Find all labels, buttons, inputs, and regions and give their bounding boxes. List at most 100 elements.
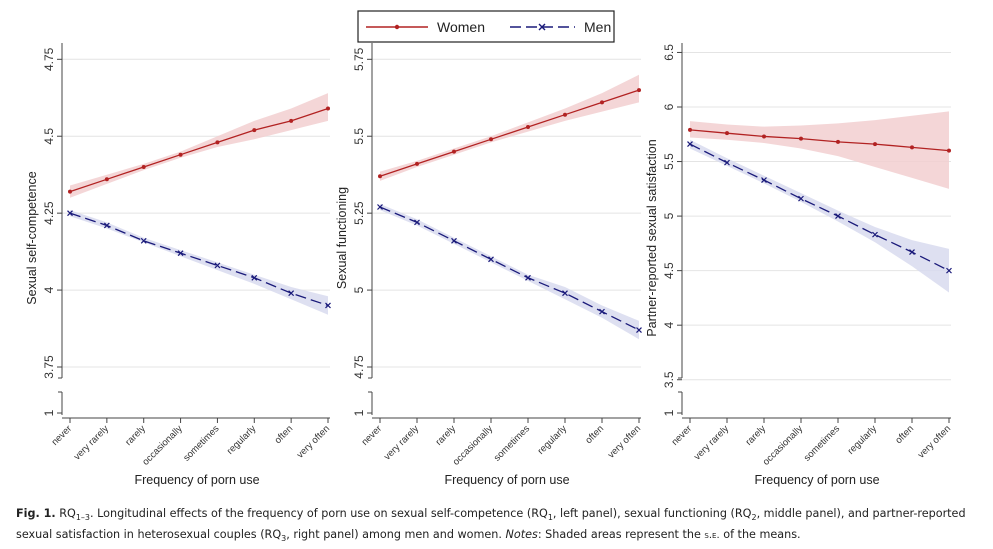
x-tick-label-7: very often	[606, 423, 643, 460]
x-tick-label-3: occasionally	[140, 423, 185, 468]
point-men-3	[798, 195, 804, 202]
point-women-4	[526, 125, 530, 129]
point-mark-b	[599, 308, 605, 315]
y-tick-label-6: 6	[662, 103, 676, 110]
point-men-7	[636, 327, 642, 334]
caption-se: s.e.	[704, 530, 720, 542]
se-band-women	[70, 93, 328, 198]
point-mark-b	[451, 237, 457, 244]
point-mark-b	[724, 159, 730, 166]
legend-men-marker	[538, 23, 546, 31]
series-line-men	[69, 212, 329, 307]
point-mark-b	[325, 302, 331, 309]
caption-end-text: of the means.	[723, 528, 801, 542]
caption-rq-prefix: RQ	[59, 507, 76, 520]
legend-men-label: Men	[584, 19, 611, 35]
point-women-1	[104, 177, 109, 182]
point-mark-b	[414, 219, 420, 226]
series-line-women	[379, 89, 640, 177]
x-tick-label-0: never	[670, 423, 695, 448]
legend-women-marker	[394, 24, 400, 30]
x-tick-label-5: regularly	[225, 423, 259, 457]
y-tick-label-5: 5.5	[662, 153, 676, 170]
point-men-4	[525, 274, 531, 281]
x-tick-label-4: sometimes	[181, 423, 221, 463]
x-tick-label-2: rarely	[744, 423, 769, 448]
se-band-men	[70, 210, 328, 315]
point-women-1	[415, 161, 419, 166]
x-tick-label-2: rarely	[434, 423, 459, 448]
point-women-4	[215, 140, 220, 145]
y-tick-label-3: 4.5	[662, 262, 676, 279]
point-men-5	[872, 231, 878, 238]
point-women-1	[725, 131, 729, 136]
y-tick-label-4: 5	[662, 212, 676, 219]
point-women-6	[910, 145, 914, 150]
x-axis-title: Frequency of porn use	[444, 473, 569, 487]
se-band-men	[690, 139, 949, 293]
figure-caption: Fig. 1. RQ1–3. Longitudinal effects of t…	[16, 505, 976, 547]
caption-part1: . Longitudinal effects of the frequency …	[90, 507, 548, 520]
x-tick-label-6: often	[893, 423, 916, 446]
y-tick-label-5: 4.75	[42, 47, 56, 71]
series-line-men	[689, 143, 950, 272]
point-men-4	[835, 213, 841, 220]
point-men-5	[251, 274, 258, 281]
point-mark-b	[103, 222, 110, 229]
point-women-7	[326, 106, 330, 111]
point-women-6	[289, 118, 294, 123]
x-tick-label-1: very rarely	[692, 423, 731, 462]
series-line-women	[69, 107, 329, 193]
caption-notes-text: : Shaded areas represent the	[537, 528, 701, 542]
caption-part4: , right panel) among men and women.	[286, 528, 502, 542]
point-women-7	[637, 88, 641, 93]
point-mark-b	[562, 290, 568, 297]
caption-fig-label: Fig. 1.	[16, 507, 56, 520]
point-mark-b	[872, 231, 878, 238]
point-men-1	[414, 219, 420, 226]
point-mark-b	[798, 195, 804, 202]
point-men-7	[946, 267, 952, 274]
se-band-women	[380, 74, 639, 181]
caption-sub3: 3	[281, 534, 287, 544]
x-tick-label-0: never	[360, 423, 385, 448]
y-tick-label-0: 1	[42, 409, 56, 416]
point-men-7	[325, 302, 331, 309]
point-women-3	[489, 137, 493, 142]
x-tick-label-3: occasionally	[451, 423, 496, 468]
point-men-1	[103, 222, 110, 229]
point-men-6	[288, 290, 295, 297]
x-tick-label-4: sometimes	[802, 423, 842, 463]
point-men-3	[177, 250, 184, 257]
legend: Women Men	[357, 10, 615, 43]
y-tick-label-1: 3.5	[662, 371, 676, 388]
point-men-5	[562, 290, 568, 297]
point-women-3	[178, 152, 183, 157]
caption-sub2: 2	[751, 513, 757, 523]
point-mark-b	[140, 237, 147, 244]
point-mark-b	[761, 177, 767, 184]
x-tick-label-7: very often	[916, 423, 953, 460]
point-women-0	[688, 127, 692, 132]
point-mark-b	[687, 141, 693, 148]
y-tick-label-4: 4.5	[42, 128, 56, 145]
point-mark-b	[177, 250, 184, 257]
caption-part3: , middle panel), and partner-reported se…	[16, 507, 966, 542]
x-axis-title: Frequency of porn use	[754, 473, 879, 487]
point-women-2	[141, 165, 146, 169]
point-women-5	[873, 142, 877, 147]
y-tick-label-2: 4	[662, 322, 676, 329]
point-women-5	[563, 112, 567, 117]
x-tick-label-6: often	[583, 423, 606, 446]
y-tick-label-2: 5	[352, 286, 366, 293]
point-women-7	[947, 148, 951, 153]
y-axis-title: Sexual functioning	[335, 187, 349, 289]
point-mark-b	[525, 274, 531, 281]
se-band-men	[380, 203, 639, 340]
point-women-0	[378, 174, 382, 179]
point-men-4	[214, 262, 221, 269]
point-women-6	[600, 100, 604, 105]
